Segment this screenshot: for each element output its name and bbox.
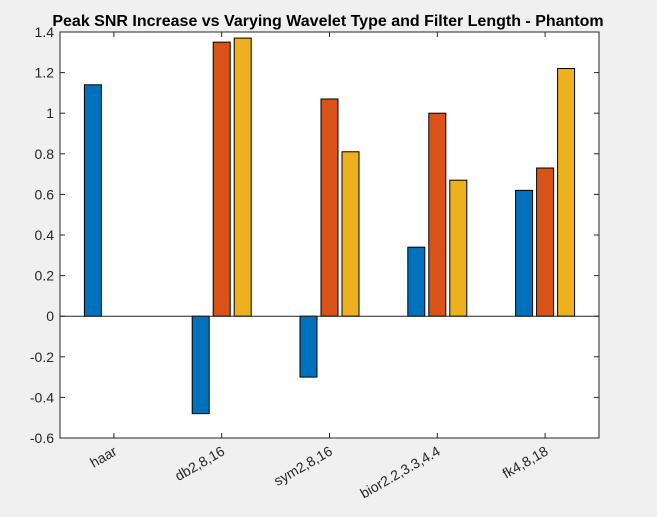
- y-tick-label: 0.4: [35, 227, 55, 243]
- bar-2-3: [320, 98, 339, 317]
- y-tick-label: 0.6: [35, 186, 55, 202]
- x-tick-label: db2,8,16: [172, 443, 227, 484]
- bar-3-3: [341, 151, 360, 317]
- bar-3-4: [449, 179, 468, 317]
- bar-3-2: [233, 37, 252, 317]
- bar-1-4: [407, 246, 426, 317]
- x-tick-label: haar: [87, 443, 120, 471]
- y-tick-label: 1: [46, 105, 54, 121]
- bar-1-5: [515, 189, 534, 317]
- x-tick-label: sym2,8,16: [271, 443, 335, 489]
- bar-3-5: [557, 68, 576, 317]
- x-tick-label: bior2.2,3.3,4.4: [357, 443, 443, 502]
- bar-2-5: [536, 167, 555, 317]
- bar-1-2: [191, 315, 210, 415]
- y-tick-label: 0.2: [35, 268, 55, 284]
- y-tick-label: -0.2: [30, 349, 54, 365]
- y-axis: -0.6 -0.4 -0.2 0 0.2 0.4 0.6 0.8 1 1.2 1.4: [30, 24, 599, 446]
- chart-title: Peak SNR Increase vs Varying Wavelet Typ…: [52, 13, 603, 30]
- bars-group: [83, 37, 576, 415]
- y-tick-label: -0.6: [30, 430, 54, 446]
- y-tick-label: 0: [46, 308, 54, 324]
- y-tick-label: 1.4: [35, 24, 55, 40]
- bar-1-3: [299, 315, 318, 378]
- y-tick-label: 1.2: [35, 65, 55, 81]
- bar-1-1: [83, 84, 102, 317]
- y-tick-label: -0.4: [30, 389, 54, 405]
- x-tick-label: fk4,8,18: [499, 443, 550, 482]
- bar-2-2: [212, 41, 231, 317]
- y-tick-label: 0.8: [35, 146, 55, 162]
- bar-2-4: [428, 112, 447, 317]
